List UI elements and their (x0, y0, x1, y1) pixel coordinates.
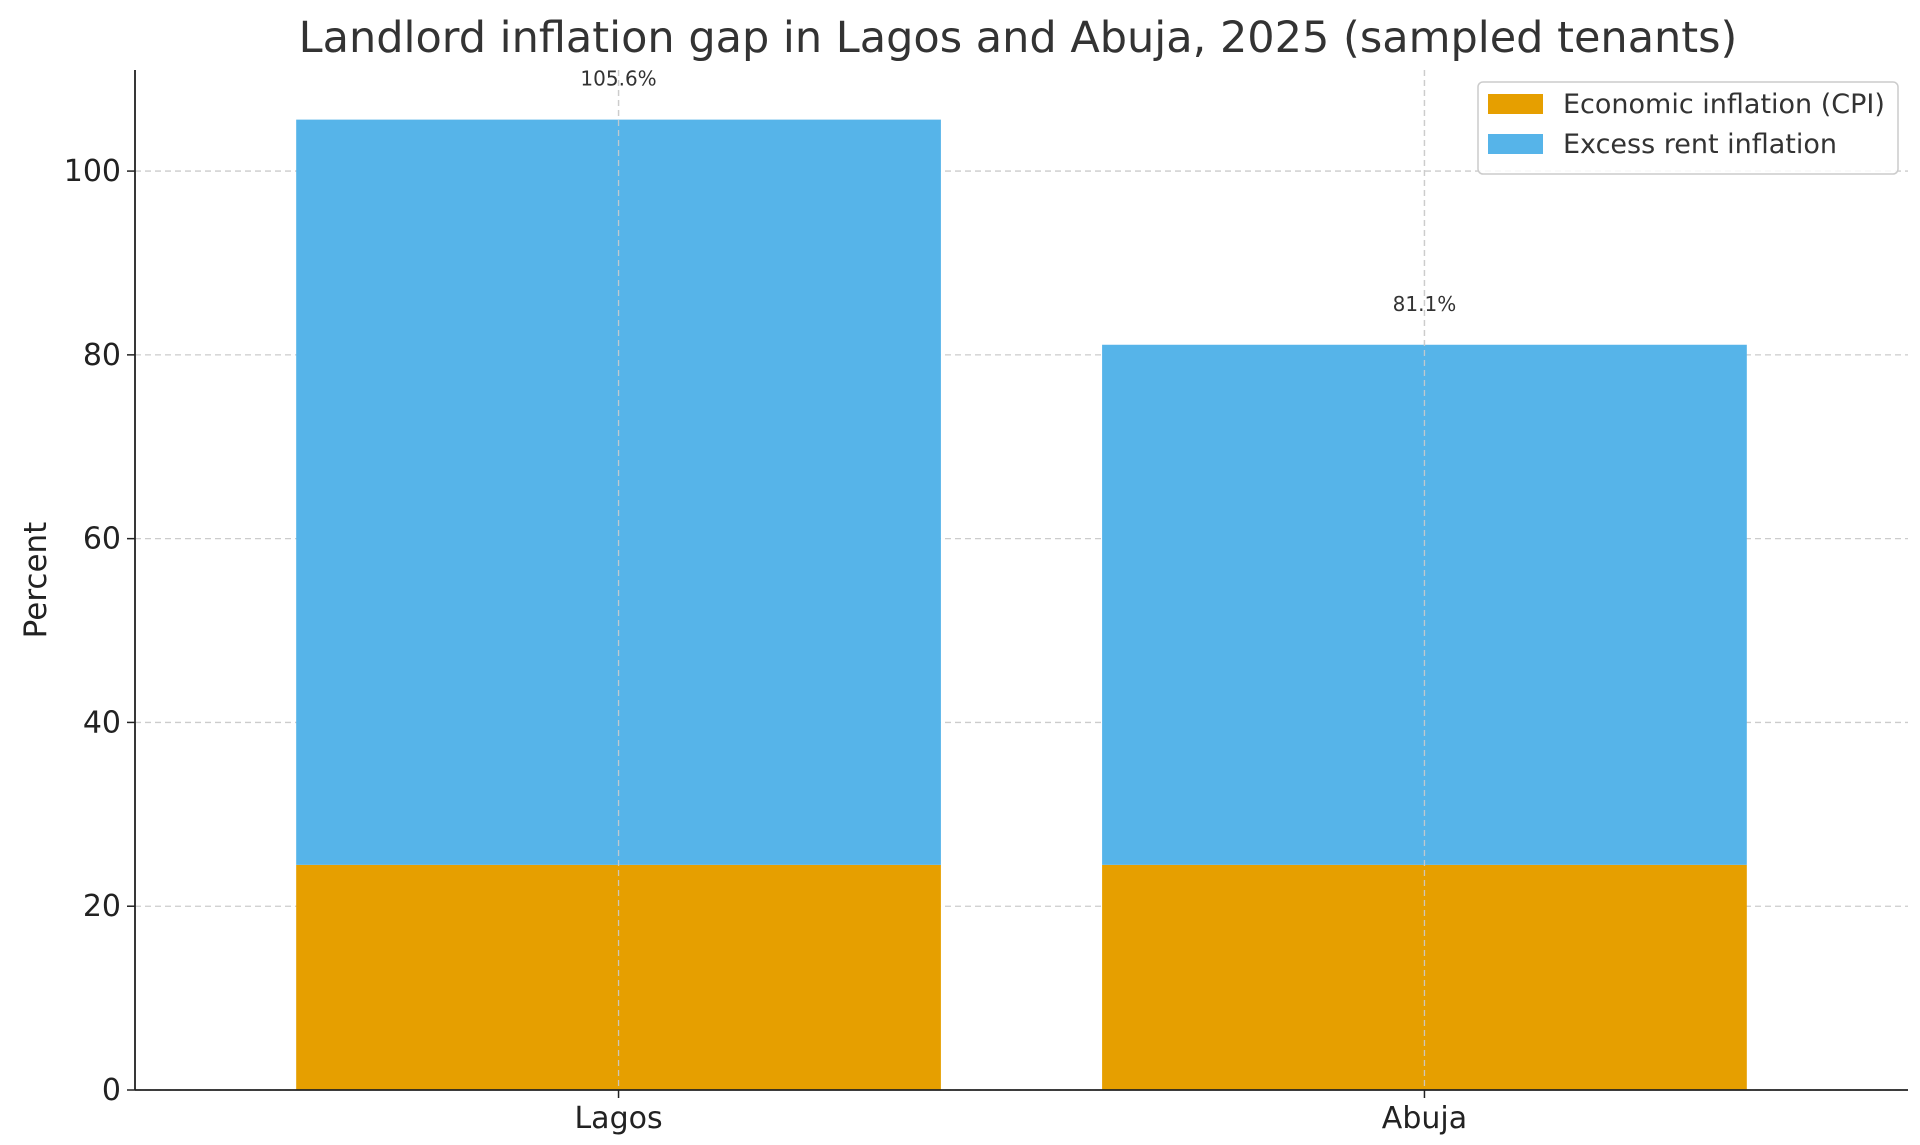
y-tick-label: 60 (83, 522, 121, 557)
y-tick-label: 0 (102, 1073, 121, 1108)
y-tick-label: 80 (83, 338, 121, 373)
legend-label: Excess rent inflation (1563, 129, 1837, 160)
y-tick-label: 20 (83, 889, 121, 924)
chart-title: Landlord inflation gap in Lagos and Abuj… (299, 13, 1738, 63)
legend: Economic inflation (CPI) Excess rent infl… (1477, 81, 1899, 175)
data-labels: 105.6% 81.1% (580, 67, 1456, 316)
axes: 0 20 40 60 80 100 Lagos Abuja (64, 70, 1908, 1136)
x-tick-label: Abuja (1382, 1101, 1467, 1136)
y-tick-label: 100 (64, 154, 121, 189)
bar-segment (296, 864, 941, 1090)
total-data-label: 81.1% (1393, 292, 1457, 316)
total-data-label: 105.6% (580, 67, 656, 91)
legend-swatch (1488, 134, 1543, 154)
legend-swatch (1488, 94, 1543, 114)
legend-box (1477, 81, 1899, 175)
y-axis-label: Percent (18, 522, 54, 639)
legend-label: Economic inflation (CPI) (1563, 89, 1885, 120)
bars (296, 70, 1747, 1090)
y-tick-label: 40 (83, 705, 121, 740)
bar-segment (1102, 864, 1747, 1090)
x-tick-label: Lagos (574, 1101, 662, 1136)
